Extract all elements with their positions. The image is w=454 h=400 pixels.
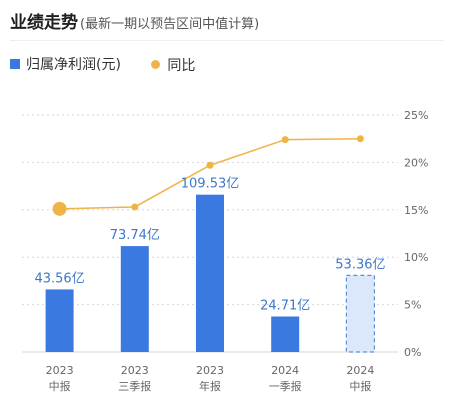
- bar-value-label: 73.74亿: [110, 228, 160, 243]
- bar: [120, 246, 149, 352]
- chart-legend: 归属净利润(元) 同比: [10, 54, 221, 75]
- bar-value-label: 24.71亿: [260, 299, 310, 314]
- yoy-point: [356, 135, 364, 143]
- x-tick-label-period: 三季报: [118, 379, 151, 393]
- y-tick-label: 0%: [404, 346, 421, 359]
- y-tick-label: 20%: [404, 156, 428, 169]
- x-tick-label-year: 2024: [271, 364, 299, 377]
- bar-value-label: 109.53亿: [181, 177, 240, 192]
- x-tick-label-period: 年报: [199, 379, 221, 393]
- chart-subtitle: (最新一期以预告区间中值计算): [80, 17, 260, 32]
- legend-square-icon: [10, 59, 20, 69]
- y-tick-label: 25%: [404, 109, 428, 122]
- yoy-point: [281, 136, 289, 144]
- chart-header: 业绩走势 (最新一期以预告区间中值计算): [10, 8, 259, 33]
- x-tick-label-year: 2024: [346, 364, 374, 377]
- x-tick-label-period: 中报: [49, 379, 71, 393]
- bar: [196, 194, 224, 352]
- bar-value-label: 43.56亿: [34, 271, 84, 286]
- x-tick-label-period: 一季报: [269, 379, 302, 393]
- bar-forecast: [345, 274, 375, 353]
- yoy-point: [206, 161, 214, 169]
- legend-label-profit: 归属净利润(元): [26, 57, 121, 73]
- yoy-point-highlight: [52, 201, 67, 216]
- x-tick-label-year: 2023: [196, 364, 224, 377]
- y-tick-label: 15%: [404, 204, 428, 217]
- chart-title: 业绩走势: [10, 13, 78, 33]
- bar: [271, 316, 300, 352]
- bar-value-label: 53.36亿: [335, 257, 385, 272]
- header-divider: [10, 40, 444, 41]
- legend-dot-icon: [151, 60, 161, 69]
- legend-label-yoy: 同比: [167, 57, 196, 74]
- bar: [45, 289, 74, 352]
- x-tick-label-period: 中报: [349, 379, 371, 393]
- yoy-point: [131, 203, 139, 211]
- legend-item-profit[interactable]: 归属净利润(元): [10, 54, 121, 74]
- x-tick-label-year: 2023: [121, 364, 149, 377]
- legend-item-yoy[interactable]: 同比: [151, 55, 195, 75]
- y-tick-label: 10%: [404, 251, 428, 264]
- x-tick-label-year: 2023: [46, 364, 74, 377]
- y-tick-label: 5%: [404, 299, 421, 312]
